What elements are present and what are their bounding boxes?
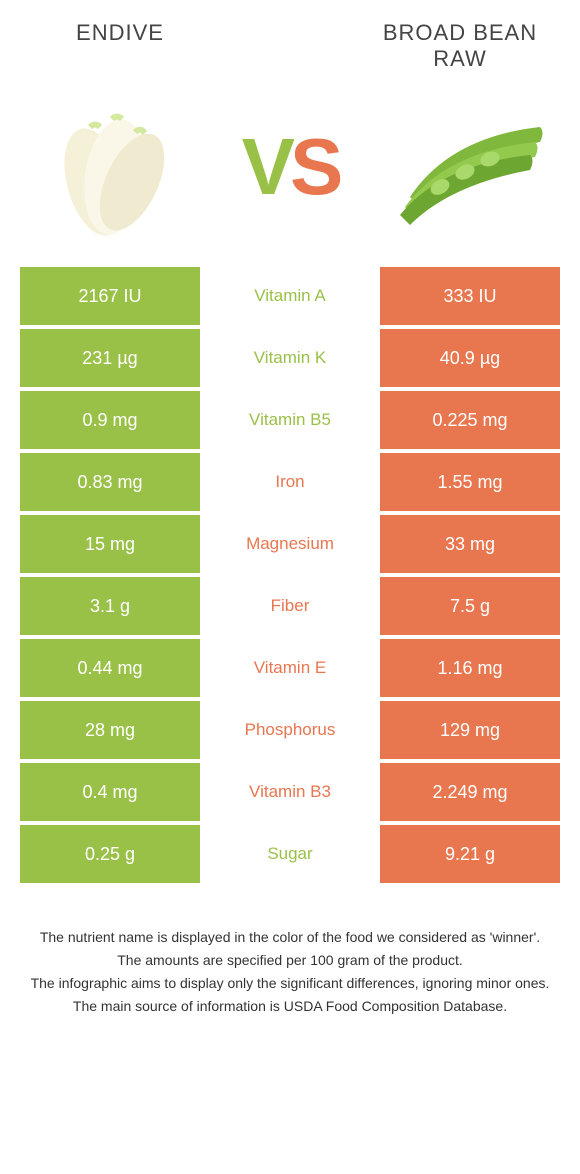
nutrient-row: 0.44 mgVitamin E1.16 mg [20, 639, 560, 697]
footer-line-4: The main source of information is USDA F… [30, 996, 550, 1017]
nutrient-row: 2167 IUVitamin A333 IU [20, 267, 560, 325]
nutrient-label: Fiber [200, 577, 380, 635]
nutrient-label: Sugar [200, 825, 380, 883]
nutrient-row: 231 µgVitamin K40.9 µg [20, 329, 560, 387]
nutrient-label: Vitamin A [200, 267, 380, 325]
footer-notes: The nutrient name is displayed in the co… [0, 887, 580, 1029]
nutrient-label: Vitamin E [200, 639, 380, 697]
footer-line-1: The nutrient name is displayed in the co… [30, 927, 550, 948]
nutrient-row: 0.83 mgIron1.55 mg [20, 453, 560, 511]
nutrient-label: Vitamin B5 [200, 391, 380, 449]
footer-line-2: The amounts are specified per 100 gram o… [30, 950, 550, 971]
nutrient-right-value: 1.55 mg [380, 453, 560, 511]
nutrient-left-value: 0.4 mg [20, 763, 200, 821]
nutrient-right-value: 40.9 µg [380, 329, 560, 387]
nutrient-label: Vitamin B3 [200, 763, 380, 821]
nutrient-table: 2167 IUVitamin A333 IU231 µgVitamin K40.… [0, 267, 580, 883]
nutrient-left-value: 0.83 mg [20, 453, 200, 511]
nutrient-left-value: 15 mg [20, 515, 200, 573]
vs-s: S [290, 122, 338, 211]
nutrient-label: Magnesium [200, 515, 380, 573]
nutrient-right-value: 333 IU [380, 267, 560, 325]
nutrient-row: 15 mgMagnesium33 mg [20, 515, 560, 573]
nutrient-label: Vitamin K [200, 329, 380, 387]
nutrient-left-value: 3.1 g [20, 577, 200, 635]
nutrient-left-value: 0.25 g [20, 825, 200, 883]
hero-row: VS [0, 77, 580, 267]
nutrient-left-value: 231 µg [20, 329, 200, 387]
nutrient-left-value: 0.9 mg [20, 391, 200, 449]
nutrient-right-value: 33 mg [380, 515, 560, 573]
nutrient-label: Phosphorus [200, 701, 380, 759]
broad-bean-image [390, 87, 550, 247]
nutrient-row: 0.25 gSugar9.21 g [20, 825, 560, 883]
nutrient-left-value: 28 mg [20, 701, 200, 759]
nutrient-left-value: 0.44 mg [20, 639, 200, 697]
nutrient-right-value: 9.21 g [380, 825, 560, 883]
endive-image [30, 87, 190, 247]
food-left-title: ENDIVE [30, 20, 210, 72]
nutrient-right-value: 0.225 mg [380, 391, 560, 449]
nutrient-row: 3.1 gFiber7.5 g [20, 577, 560, 635]
broad-bean-icon [390, 107, 550, 227]
vs-v: V [242, 122, 290, 211]
endive-icon [40, 97, 180, 237]
nutrient-row: 0.4 mgVitamin B32.249 mg [20, 763, 560, 821]
vs-label: VS [242, 121, 339, 213]
nutrient-row: 28 mgPhosphorus129 mg [20, 701, 560, 759]
nutrient-right-value: 7.5 g [380, 577, 560, 635]
nutrient-label: Iron [200, 453, 380, 511]
header: ENDIVE BROAD BEAN RAW [0, 0, 580, 77]
nutrient-left-value: 2167 IU [20, 267, 200, 325]
nutrient-right-value: 2.249 mg [380, 763, 560, 821]
footer-line-3: The infographic aims to display only the… [30, 973, 550, 994]
nutrient-row: 0.9 mgVitamin B50.225 mg [20, 391, 560, 449]
food-right-title: BROAD BEAN RAW [370, 20, 550, 72]
nutrient-right-value: 129 mg [380, 701, 560, 759]
nutrient-right-value: 1.16 mg [380, 639, 560, 697]
